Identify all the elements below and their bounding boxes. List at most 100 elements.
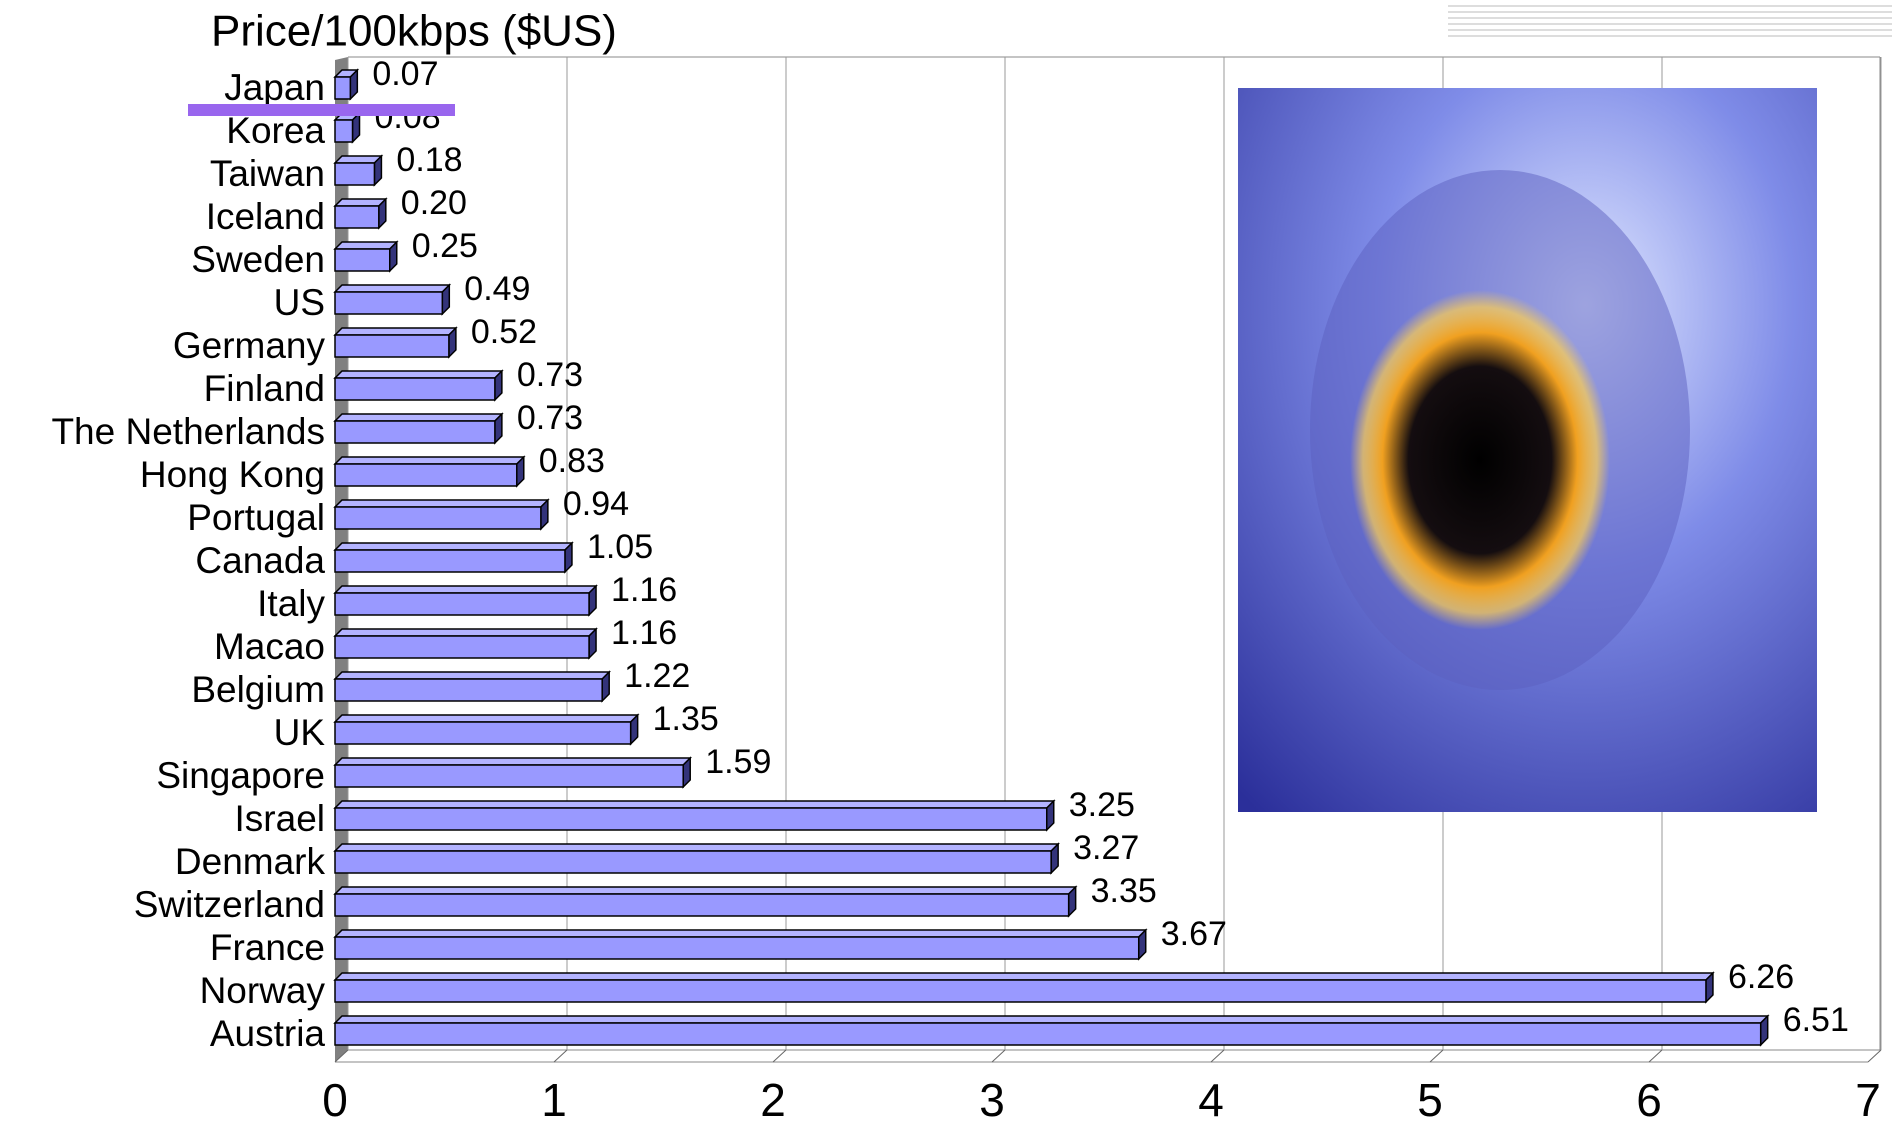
- tick-mark: [991, 1049, 1006, 1063]
- bar-top: [333, 972, 1715, 981]
- value-label: 3.25: [1069, 786, 1135, 824]
- y-tick-label: Sweden: [191, 239, 325, 280]
- value-label: 0.83: [539, 442, 605, 480]
- bar-front: [334, 291, 444, 315]
- tick-mark: [553, 1049, 568, 1063]
- bar: [333, 713, 640, 746]
- bar-top: [333, 413, 504, 422]
- bar: [333, 498, 550, 531]
- bar-front: [334, 592, 590, 616]
- bar-front: [334, 635, 590, 659]
- y-tick-label: Belgium: [191, 669, 325, 710]
- bar-front: [334, 893, 1070, 917]
- value-label: 1.22: [624, 657, 690, 695]
- bar-front: [334, 506, 542, 530]
- y-tick-label: US: [274, 282, 325, 323]
- tick-mark: [1867, 1049, 1882, 1063]
- bar-front: [334, 420, 496, 444]
- bar-front: [334, 162, 376, 186]
- tick-mark: [772, 1049, 787, 1063]
- y-tick-label: Singapore: [156, 755, 325, 796]
- photo: [1238, 88, 1817, 812]
- bar-front: [334, 678, 603, 702]
- y-tick-label: The Netherlands: [51, 411, 325, 452]
- bar-top: [333, 929, 1148, 938]
- y-tick-label: Germany: [173, 325, 326, 366]
- y-tick-label: Taiwan: [210, 153, 325, 194]
- bar-front: [334, 76, 352, 100]
- y-tick-label: Korea: [226, 110, 325, 151]
- bar-front: [334, 764, 684, 788]
- bar: [333, 68, 360, 101]
- bar: [333, 670, 611, 703]
- bar-front: [334, 549, 566, 573]
- value-label: 1.05: [587, 528, 653, 566]
- bars: Japan 0.07 Korea 0.08 Taiwan 0.18 Iceland 0.20 S…: [51, 55, 1848, 1054]
- bar-front: [334, 850, 1052, 874]
- x-tick-label: 4: [1198, 1074, 1224, 1126]
- bar-top: [333, 886, 1078, 895]
- bar: [333, 412, 504, 445]
- x-tick-label: 3: [979, 1074, 1005, 1126]
- bar-top: [333, 714, 640, 723]
- value-label: 0.25: [412, 227, 478, 265]
- bar-front: [334, 979, 1707, 1003]
- bar-top: [333, 628, 598, 637]
- bar-top: [333, 499, 550, 508]
- y-tick-label: Israel: [235, 798, 325, 839]
- bar-top: [333, 198, 388, 207]
- bar-top: [333, 241, 399, 250]
- bar: [333, 584, 598, 617]
- y-tick-label: Hong Kong: [140, 454, 325, 495]
- y-tick-label: UK: [274, 712, 326, 753]
- tick-mark: [334, 1049, 349, 1063]
- value-label: 1.35: [653, 700, 719, 738]
- y-tick-label: Canada: [195, 540, 325, 581]
- bar: [333, 197, 388, 230]
- value-label: 0.94: [563, 485, 629, 523]
- value-label: 1.16: [611, 614, 677, 652]
- bar-front: [334, 463, 518, 487]
- bar-top: [333, 284, 452, 293]
- y-tick-label: Japan: [224, 67, 325, 108]
- bar-top: [333, 370, 504, 379]
- bar-front: [334, 721, 632, 745]
- y-tick-label: Iceland: [206, 196, 325, 237]
- y-tick-label: Denmark: [175, 841, 326, 882]
- bar-front: [334, 807, 1048, 831]
- bar: [333, 541, 574, 574]
- x-tick-label: 2: [760, 1074, 786, 1126]
- x-tick-label: 1: [541, 1074, 567, 1126]
- y-tick-label: Portugal: [187, 497, 325, 538]
- y-tick-label: Italy: [257, 583, 325, 624]
- bar: [333, 928, 1148, 961]
- bar: [333, 971, 1715, 1004]
- bar: [333, 885, 1078, 918]
- bar-top: [333, 456, 526, 465]
- bar-front: [334, 334, 450, 358]
- y-tick-label: Norway: [200, 970, 326, 1011]
- bar: [333, 240, 399, 273]
- value-label: 0.73: [517, 399, 583, 437]
- x-tick-label: 5: [1417, 1074, 1443, 1126]
- bar-front: [334, 936, 1140, 960]
- tick-mark: [1648, 1049, 1663, 1063]
- value-label: 0.20: [401, 184, 467, 222]
- y-tick-label: Switzerland: [134, 884, 325, 925]
- bar: [333, 756, 693, 789]
- tick-mark: [1429, 1049, 1444, 1063]
- value-label: 0.07: [372, 55, 438, 93]
- bar: [333, 1014, 1770, 1047]
- value-label: 0.52: [471, 313, 537, 351]
- bar-top: [333, 542, 574, 551]
- value-label: 6.26: [1728, 958, 1794, 996]
- y-tick-label: Finland: [204, 368, 325, 409]
- bar: [333, 627, 598, 660]
- bar-front: [334, 119, 354, 143]
- bar-top: [333, 800, 1056, 809]
- value-label: 3.35: [1091, 872, 1157, 910]
- bar: [333, 842, 1060, 875]
- bar-front: [334, 1022, 1762, 1046]
- bar: [333, 369, 504, 402]
- value-label: 3.67: [1161, 915, 1227, 953]
